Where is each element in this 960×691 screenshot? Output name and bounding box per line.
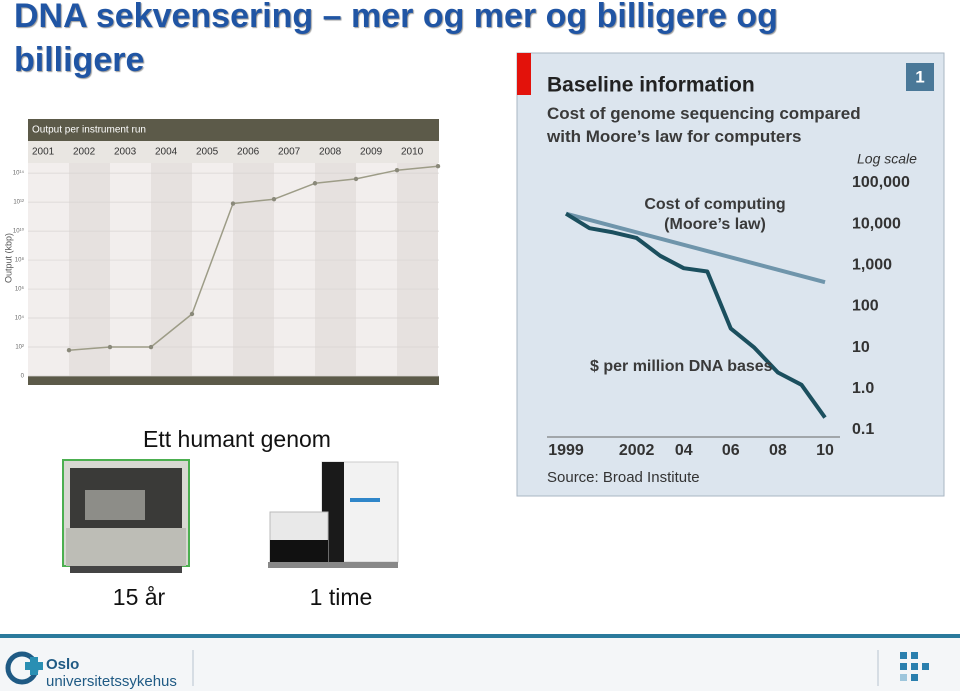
- x-tick-label: 1999: [548, 442, 584, 459]
- y-tick-label: 10¹²: [13, 200, 24, 206]
- data-point: [189, 311, 195, 317]
- x-tick-label: 2004: [155, 147, 178, 158]
- series-line: [565, 211, 826, 285]
- footer-line: [0, 634, 960, 638]
- y-tick-label: 10¹⁰: [13, 228, 25, 235]
- column-band: [233, 163, 274, 376]
- x-tick-label: 2003: [114, 147, 137, 158]
- data-point: [148, 344, 154, 350]
- series-line: [68, 165, 439, 351]
- y-tick-label: 100,000: [852, 174, 910, 191]
- y-tick-label: 10⁴: [15, 315, 25, 322]
- y-tick-label: 10⁸: [15, 257, 25, 264]
- column-band: [274, 163, 315, 376]
- x-tick-label: 04: [675, 442, 693, 459]
- data-point: [435, 164, 441, 169]
- chart1-y-label: Output (kbp): [3, 233, 13, 283]
- data-point: [394, 167, 400, 173]
- machine-time: 15 år: [113, 584, 166, 610]
- chart2-number: 1: [915, 67, 924, 86]
- data-point: [230, 201, 236, 206]
- series-label: Cost of computing (Moore’s law): [644, 196, 786, 233]
- x-tick-label: 2001: [32, 147, 55, 158]
- x-tick-label: 2007: [278, 147, 301, 158]
- y-tick-label: 1.0: [852, 380, 874, 397]
- y-tick-label: 0: [21, 374, 25, 380]
- series-line: [564, 211, 827, 419]
- chart1-year-row: [28, 141, 439, 163]
- x-tick-label: 08: [769, 442, 787, 459]
- data-point: [66, 348, 72, 353]
- x-tick-label: 2002: [73, 147, 96, 158]
- column-band: [151, 163, 192, 376]
- x-tick-label: 2008: [319, 147, 342, 158]
- chart2-number-box: [906, 63, 934, 91]
- chart2-panel: [516, 52, 945, 497]
- chart2-red-tag: [517, 53, 531, 95]
- caption: Ett humant genom: [143, 426, 331, 452]
- data-point: [271, 196, 277, 202]
- x-tick-label: 10: [816, 442, 834, 459]
- x-tick-label: 2006: [237, 147, 260, 158]
- y-tick-label: 10: [852, 339, 870, 356]
- y-tick-label: 10²: [15, 345, 24, 351]
- column-band: [397, 163, 438, 376]
- x-tick-label: 2002: [619, 442, 655, 459]
- chart1-footer-bar: [28, 376, 439, 385]
- column-band: [110, 163, 151, 376]
- y-tick-label: 1,000: [852, 257, 892, 274]
- chart2-source: Source: Broad Institute: [547, 469, 700, 486]
- column-band: [69, 163, 110, 376]
- logo-line1: Oslo: [46, 656, 79, 673]
- sequencer-new: [268, 461, 399, 568]
- chart1-header: [28, 119, 439, 141]
- logo-mark: [5, 651, 43, 685]
- y-tick-label: 100: [852, 298, 879, 315]
- y-tick-label: 0.1: [852, 421, 874, 438]
- data-point: [312, 181, 318, 186]
- x-tick-label: 2009: [360, 147, 383, 158]
- footer-icon: [900, 652, 929, 681]
- column-band: [315, 163, 356, 376]
- y-tick-label: 10,000: [852, 215, 901, 232]
- y-tick-label: 10⁶: [15, 286, 25, 293]
- column-band: [192, 163, 233, 376]
- x-tick-label: 2010: [401, 147, 424, 158]
- slide-title: DNA sekvensering – mer og mer og billige…: [14, 0, 778, 79]
- chart2-subtitle: Cost of genome sequencing compared with …: [547, 104, 861, 146]
- chart2-title: Baseline information: [547, 74, 755, 97]
- chart1-title: Output per instrument run: [32, 125, 146, 136]
- sequencer-old: [62, 459, 190, 573]
- chart2-y-label: Log scale: [857, 151, 917, 167]
- x-tick-label: 2005: [196, 147, 219, 158]
- data-point: [107, 344, 113, 350]
- x-tick-label: 06: [722, 442, 740, 459]
- footer-bg: [0, 638, 960, 691]
- logo-line2: universitetssykehus: [46, 673, 177, 690]
- column-band: [356, 163, 397, 376]
- machine-time: 1 time: [310, 584, 373, 610]
- y-tick-label: 10¹⁴: [13, 170, 25, 177]
- column-band: [28, 163, 69, 376]
- data-point: [353, 176, 359, 182]
- series-label: $ per million DNA bases: [590, 358, 773, 375]
